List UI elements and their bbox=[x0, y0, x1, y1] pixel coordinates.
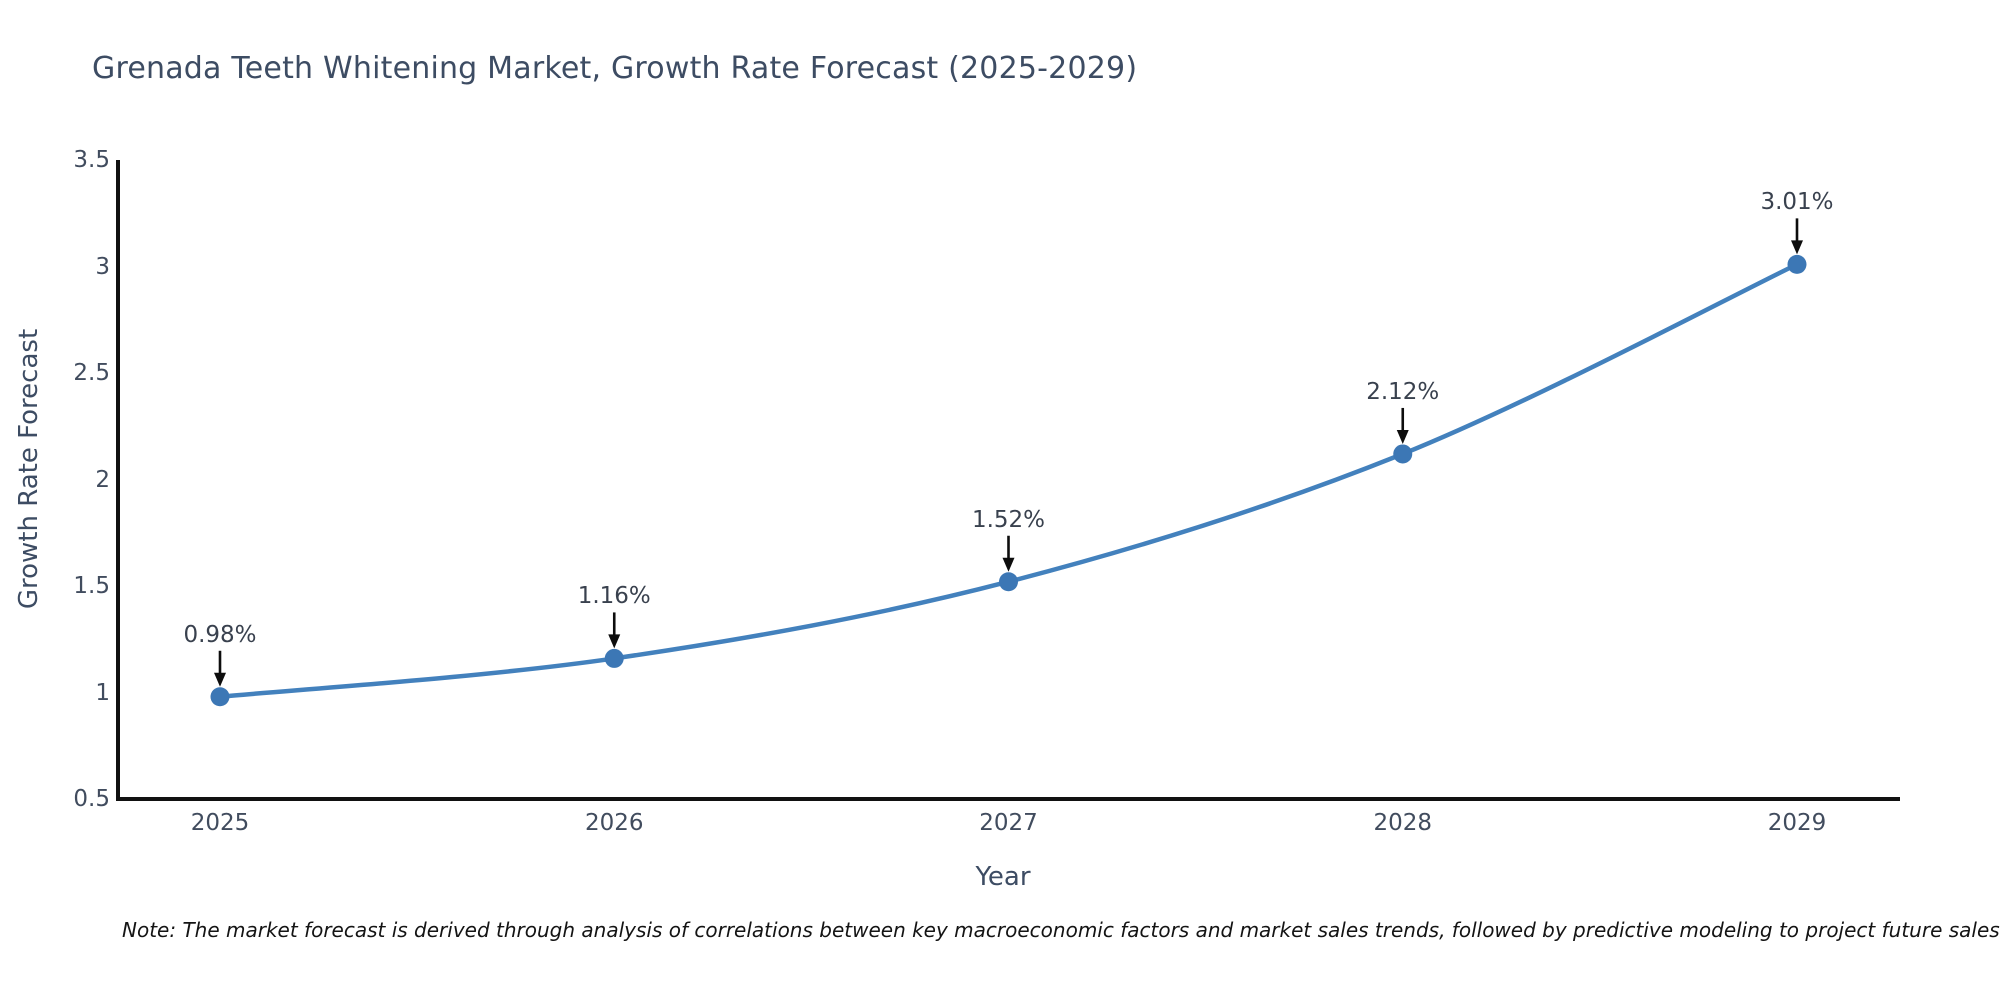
data-point-marker bbox=[210, 687, 230, 707]
x-tick-label: 2028 bbox=[1373, 810, 1433, 836]
footnote: Note: The market forecast is derived thr… bbox=[122, 918, 2000, 942]
data-point-marker bbox=[604, 648, 624, 668]
y-tick-label: 3.5 bbox=[73, 147, 110, 173]
point-annotation: 3.01% bbox=[1760, 189, 1834, 216]
chart-title: Grenada Teeth Whitening Market, Growth R… bbox=[92, 51, 1138, 86]
annotation-arrowhead bbox=[1396, 429, 1409, 444]
point-annotation: 0.98% bbox=[183, 621, 257, 648]
annotation-arrowhead bbox=[214, 672, 226, 687]
x-tick-label: 2029 bbox=[1767, 810, 1827, 836]
x-tick-label: 2027 bbox=[979, 810, 1038, 836]
y-tick-label: 3 bbox=[95, 253, 110, 280]
point-annotation: 2.12% bbox=[1366, 378, 1440, 405]
x-tick-label: 2026 bbox=[584, 810, 644, 836]
y-tick-label: 1 bbox=[95, 679, 110, 706]
data-point-marker bbox=[999, 572, 1018, 592]
data-point-marker bbox=[1787, 254, 1807, 274]
y-tick-label: 1.5 bbox=[73, 573, 110, 599]
point-annotation: 1.16% bbox=[577, 583, 651, 610]
annotation-arrowhead bbox=[1791, 240, 1803, 255]
annotation-arrowhead bbox=[1002, 557, 1015, 572]
data-point-marker bbox=[1393, 444, 1413, 464]
y-tick-label: 2 bbox=[95, 466, 110, 493]
point-annotation: 1.52% bbox=[971, 506, 1046, 533]
y-tick-label: 0.5 bbox=[73, 786, 110, 812]
x-tick-label: 2025 bbox=[190, 810, 250, 836]
y-tick-label: 2.5 bbox=[73, 360, 110, 386]
annotation-arrowhead bbox=[608, 634, 621, 649]
x-axis-title: Year bbox=[975, 862, 1031, 892]
trend-line bbox=[217, 262, 1800, 700]
